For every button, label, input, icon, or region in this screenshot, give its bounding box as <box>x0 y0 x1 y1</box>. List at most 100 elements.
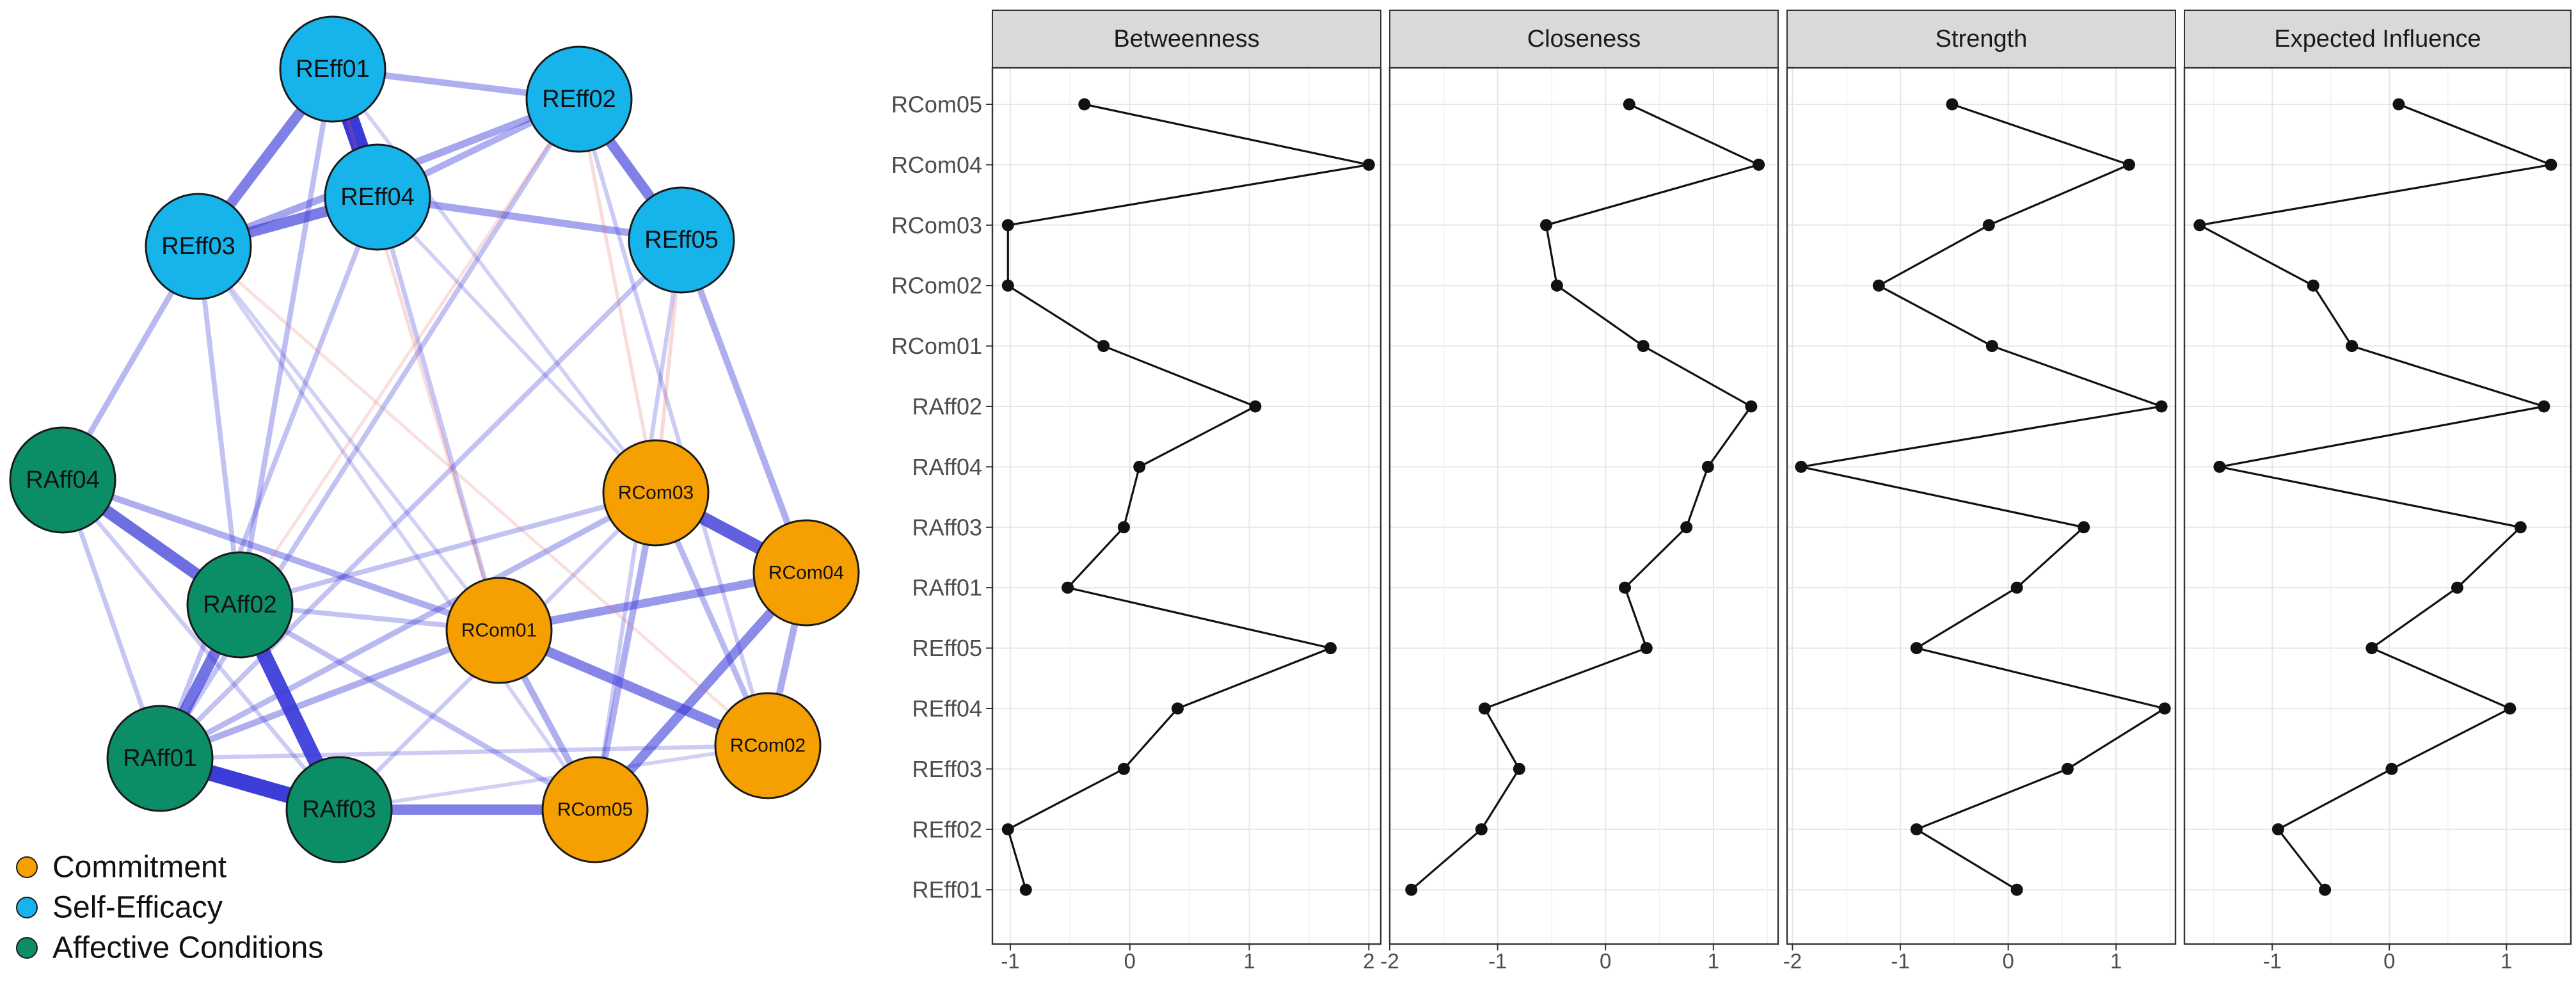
data-point-reff05 <box>1324 642 1337 655</box>
edge-reff01-rcom03 <box>331 67 658 495</box>
data-point-rcom01 <box>1637 340 1650 353</box>
facet-title: Closeness <box>1527 26 1641 52</box>
edge-reff02-raff02 <box>238 97 581 607</box>
data-point-reff02 <box>1475 823 1488 836</box>
node-raff01: RAff01 <box>106 705 214 812</box>
edge-reff04-rcom01 <box>375 195 502 633</box>
node-circle <box>525 45 633 153</box>
y-tick-label-reff03: REff03 <box>912 756 982 782</box>
data-point-reff02 <box>1001 823 1014 836</box>
data-point-raff01 <box>2451 581 2463 594</box>
facet-panel-border <box>1786 67 2177 945</box>
facet-betweenness: Betweenness -1 0 1 2 <box>991 10 1382 973</box>
facet-closeness: Closeness -2 -1 0 1 <box>1380 10 1779 973</box>
legend-label: Commitment <box>52 851 227 885</box>
y-tick-label-rcom05: RCom05 <box>891 92 982 118</box>
data-point-reff02 <box>2271 823 2284 836</box>
centrality-plot: RCom05 RCom04 RCom03 RCom02 RCom01 RAff02 RAff… <box>891 10 2572 973</box>
edge-raff01-rcom02 <box>157 743 770 761</box>
node-circle <box>9 426 116 534</box>
data-point-reff04 <box>1171 702 1184 715</box>
node-circle <box>186 551 294 659</box>
x-tick-label: -1 <box>1488 949 1507 973</box>
facet-title: Expected Influence <box>2274 26 2481 52</box>
edge-reff03-rcom02 <box>196 244 770 748</box>
data-point-reff04 <box>1478 702 1491 715</box>
legend-label: Self-Efficacy <box>52 891 223 925</box>
node-raff02: RAff02 <box>186 551 294 659</box>
data-point-raff01 <box>1061 581 1074 594</box>
node-circle <box>628 186 735 294</box>
y-tick-label-reff02: REff02 <box>912 816 982 842</box>
x-tick-label: 1 <box>2500 949 2512 973</box>
y-tick-label-rcom02: RCom02 <box>891 273 982 299</box>
data-point-rcom05 <box>1946 98 1959 111</box>
data-point-reff01 <box>1019 883 1032 896</box>
data-point-rcom01 <box>1985 340 1998 353</box>
data-point-rcom01 <box>2346 340 2358 353</box>
y-tick-label-reff04: REff04 <box>912 696 982 722</box>
x-tick-label: 1 <box>1708 949 1719 973</box>
data-point-raff03 <box>2078 521 2090 534</box>
edge-reff05-rcom04 <box>678 236 810 577</box>
node-circle <box>106 705 214 812</box>
x-tick-label: -2 <box>1783 949 1802 973</box>
network-nodes: REff01 REff02 REff03 REff04 REff05 RAff01 RAff… <box>9 15 860 863</box>
x-tick-label: 1 <box>2110 949 2122 973</box>
edge-raff04-raff03 <box>60 477 342 812</box>
node-rcom01: RCom01 <box>445 577 553 684</box>
data-point-rcom05 <box>1078 98 1091 111</box>
data-point-raff03 <box>1680 521 1693 534</box>
legend-label: Affective Conditions <box>52 931 323 965</box>
legend-item-commitment: Commitment <box>16 851 227 885</box>
data-point-rcom02 <box>1872 279 1885 292</box>
x-tick-label: -2 <box>1380 949 1399 973</box>
node-reff01: REff01 <box>279 15 386 123</box>
data-point-raff04 <box>1133 460 1146 473</box>
node-circle <box>602 439 710 547</box>
node-rcom03: RCom03 <box>602 439 710 547</box>
data-point-reff03 <box>2061 762 2074 775</box>
x-tick-label: -1 <box>1001 949 1019 973</box>
legend-marker <box>16 856 38 878</box>
y-tick-label-reff05: REff05 <box>912 635 982 661</box>
node-reff03: REff03 <box>145 193 252 300</box>
facet-title: Strength <box>1936 26 2028 52</box>
data-point-rcom04 <box>1753 158 1765 171</box>
series-line-closeness <box>1410 103 1762 891</box>
facet-panel-bg <box>992 68 1381 944</box>
x-tick-label: -1 <box>2263 949 2282 973</box>
edge-reff05-raff01 <box>157 237 684 761</box>
node-rcom05: RCom05 <box>541 756 649 863</box>
y-tick-label-raff03: RAff03 <box>912 514 982 540</box>
node-reff02: REff02 <box>525 45 633 153</box>
node-circle <box>324 143 431 251</box>
data-point-raff03 <box>1117 521 1130 534</box>
node-circle <box>752 519 860 627</box>
y-tick-label-raff02: RAff02 <box>912 394 982 420</box>
edge-raff02-rcom05 <box>237 602 598 813</box>
edge-reff04-rcom03 <box>376 195 658 495</box>
edge-rcom01-raff01 <box>156 627 503 762</box>
data-point-rcom02 <box>1001 279 1014 292</box>
node-circle <box>714 692 822 799</box>
data-point-reff01 <box>2319 883 2332 896</box>
data-point-reff03 <box>2385 762 2398 775</box>
node-raff03: RAff03 <box>285 756 393 863</box>
facet-expected-influence: Expected Influence -1 0 1 <box>2183 10 2572 973</box>
node-label: REff01 <box>296 56 369 83</box>
edge-reff03-raff02 <box>196 244 242 607</box>
node-label: RCom01 <box>461 620 537 641</box>
edge-reff02-rcom03 <box>577 97 658 495</box>
series-line-strength <box>1801 103 2168 891</box>
x-tick-label: 0 <box>1600 949 1611 973</box>
node-label: RAff02 <box>203 591 276 618</box>
data-point-rcom02 <box>2307 279 2319 292</box>
facet-title: Betweenness <box>1113 26 1259 52</box>
node-label: RCom04 <box>768 563 844 584</box>
data-point-reff04 <box>2504 702 2516 715</box>
data-point-rcom03 <box>2193 219 2206 232</box>
data-point-reff01 <box>2010 883 2023 896</box>
y-tick-label-raff04: RAff04 <box>912 454 982 480</box>
